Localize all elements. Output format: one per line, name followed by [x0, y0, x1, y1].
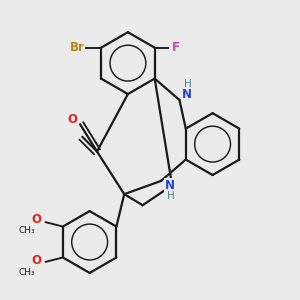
Text: O: O	[32, 254, 42, 267]
Text: H: H	[167, 190, 175, 201]
Text: O: O	[68, 113, 78, 126]
Text: O: O	[32, 213, 42, 226]
Text: CH₃: CH₃	[18, 226, 34, 236]
Text: Br: Br	[69, 41, 84, 54]
Text: N: N	[182, 88, 192, 100]
Text: CH₃: CH₃	[18, 268, 34, 277]
Text: N: N	[165, 179, 175, 192]
Text: H: H	[184, 79, 192, 89]
Text: F: F	[172, 41, 180, 54]
